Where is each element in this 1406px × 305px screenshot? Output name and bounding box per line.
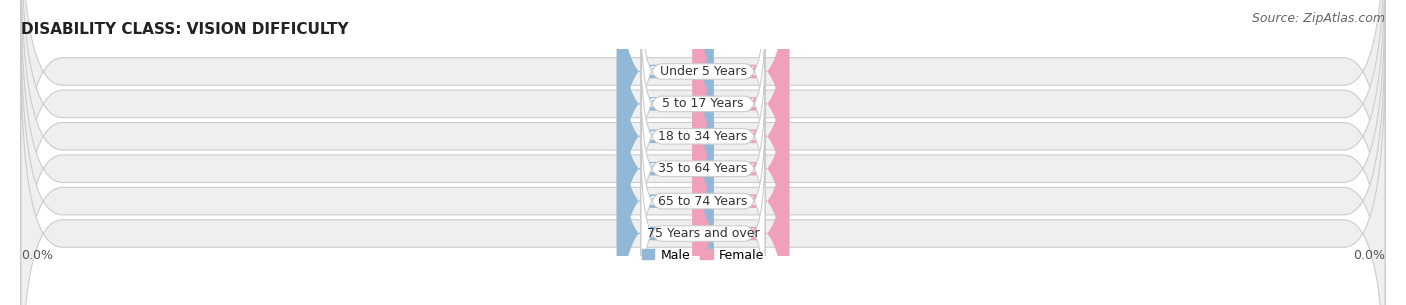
- FancyBboxPatch shape: [693, 0, 789, 292]
- FancyBboxPatch shape: [641, 14, 765, 193]
- FancyBboxPatch shape: [21, 0, 1385, 305]
- FancyBboxPatch shape: [641, 112, 765, 291]
- Text: 0.0%: 0.0%: [21, 249, 53, 262]
- FancyBboxPatch shape: [617, 0, 713, 227]
- FancyBboxPatch shape: [21, 53, 1385, 305]
- FancyBboxPatch shape: [641, 144, 765, 305]
- FancyBboxPatch shape: [617, 0, 713, 259]
- FancyBboxPatch shape: [21, 0, 1385, 305]
- Text: 0.0%: 0.0%: [648, 130, 682, 143]
- Text: 35 to 64 Years: 35 to 64 Years: [658, 162, 748, 175]
- Text: 18 to 34 Years: 18 to 34 Years: [658, 130, 748, 143]
- Text: 0.0%: 0.0%: [724, 162, 758, 175]
- FancyBboxPatch shape: [21, 0, 1385, 285]
- Text: 0.0%: 0.0%: [724, 65, 758, 78]
- FancyBboxPatch shape: [693, 0, 789, 227]
- FancyBboxPatch shape: [21, 20, 1385, 305]
- Text: 0.0%: 0.0%: [648, 227, 682, 240]
- FancyBboxPatch shape: [617, 46, 713, 305]
- Text: 0.0%: 0.0%: [648, 97, 682, 110]
- FancyBboxPatch shape: [617, 13, 713, 305]
- Legend: Male, Female: Male, Female: [637, 243, 769, 267]
- Text: 0.0%: 0.0%: [724, 195, 758, 208]
- FancyBboxPatch shape: [641, 79, 765, 258]
- FancyBboxPatch shape: [641, 47, 765, 226]
- Text: 65 to 74 Years: 65 to 74 Years: [658, 195, 748, 208]
- Text: 0.0%: 0.0%: [724, 227, 758, 240]
- Text: Under 5 Years: Under 5 Years: [659, 65, 747, 78]
- Text: 5 to 17 Years: 5 to 17 Years: [662, 97, 744, 110]
- Text: DISABILITY CLASS: VISION DIFFICULTY: DISABILITY CLASS: VISION DIFFICULTY: [21, 23, 349, 38]
- FancyBboxPatch shape: [693, 0, 789, 259]
- FancyBboxPatch shape: [617, 78, 713, 305]
- FancyBboxPatch shape: [21, 0, 1385, 252]
- Text: 0.0%: 0.0%: [1353, 249, 1385, 262]
- Text: 0.0%: 0.0%: [648, 162, 682, 175]
- FancyBboxPatch shape: [693, 13, 789, 305]
- Text: 0.0%: 0.0%: [724, 130, 758, 143]
- FancyBboxPatch shape: [693, 46, 789, 305]
- FancyBboxPatch shape: [693, 78, 789, 305]
- Text: Source: ZipAtlas.com: Source: ZipAtlas.com: [1251, 12, 1385, 25]
- Text: 0.0%: 0.0%: [648, 195, 682, 208]
- Text: 0.0%: 0.0%: [724, 97, 758, 110]
- Text: 75 Years and over: 75 Years and over: [647, 227, 759, 240]
- Text: 0.0%: 0.0%: [648, 65, 682, 78]
- FancyBboxPatch shape: [641, 0, 765, 161]
- FancyBboxPatch shape: [617, 0, 713, 292]
